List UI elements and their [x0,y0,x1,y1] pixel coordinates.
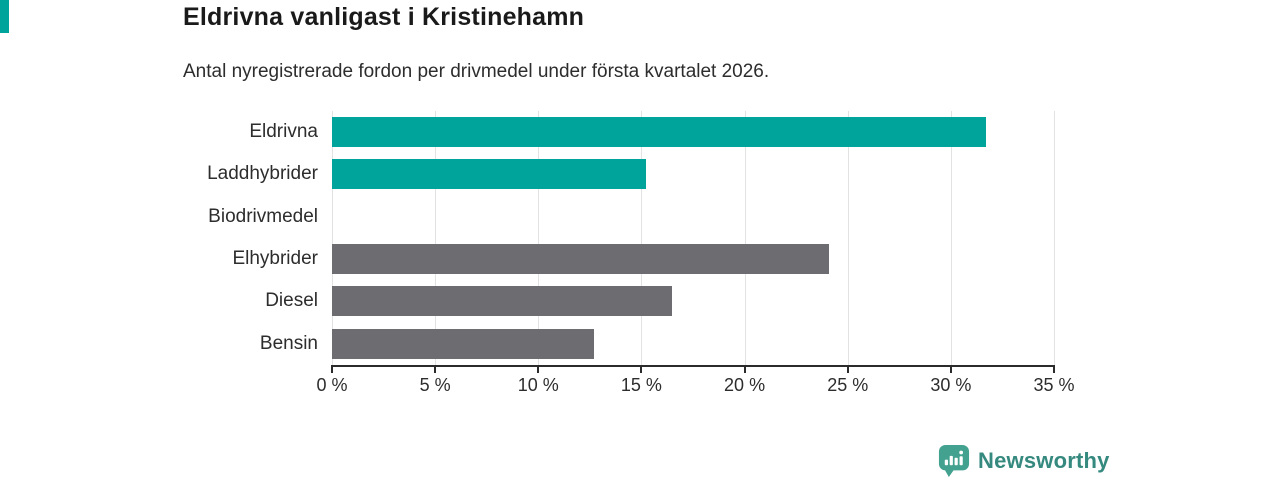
axis-tick-15 [640,367,643,373]
axis-tick-label-0: 0 % [316,375,348,395]
x-axis-line [331,365,1055,367]
bar-rows [332,111,1054,365]
gridline-30 [950,111,952,365]
category-label-bensin: Bensin [259,332,318,354]
chart-subtitle: Antal nyregistrerade fordon per drivmede… [183,61,770,82]
category-axis-labels: Eldrivna Laddhybrider Biodrivmedel Elhybrid… [0,111,318,365]
axis-tick-5 [434,367,437,373]
axis-tick-label-15: 15 % [620,375,662,395]
gridline-5 [435,111,437,365]
category-label-biodrivmedel: Biodrivmedel [208,205,318,227]
bar-row-elhybrider [332,238,1054,280]
category-label-eldrivna: Eldrivna [249,121,318,143]
bar-row-biodrivmedel [332,196,1054,238]
category-label-elhybrider: Elhybrider [232,248,318,270]
axis-tick-label-25: 25 % [827,375,869,395]
gridline-0 [332,111,333,365]
bar-elhybrider [332,244,830,275]
axis-tick-label-35: 35 % [1033,375,1075,395]
newsworthy-logo[interactable]: Newsworthy [938,444,1110,478]
axis-tick-30 [949,367,952,373]
axis-tick-25 [846,367,849,373]
category-label-diesel: Diesel [265,290,318,312]
corner-accent-mark [0,0,9,33]
gridline-10 [538,111,540,365]
bar-row-diesel [332,280,1054,322]
gridline-25 [847,111,849,365]
bar-chart-plot-area [332,111,1055,365]
axis-tick-label-20: 20 % [724,375,766,395]
axis-tick-label-30: 30 % [930,375,972,395]
category-label-laddhybrider: Laddhybrider [207,163,318,185]
axis-tick-label-10: 10 % [517,375,559,395]
chart-title: Eldrivna vanligast i Kristinehamn [183,3,585,31]
bar-laddhybrider [332,159,646,190]
bar-eldrivna [332,117,986,148]
axis-tick-10 [537,367,540,373]
bar-diesel [332,286,673,317]
gridline-35 [1054,111,1055,365]
bar-row-bensin [332,323,1054,365]
axis-tick-label-5: 5 % [419,375,451,395]
axis-tick-20 [743,367,746,373]
axis-tick-35 [1053,367,1055,373]
bar-bensin [332,328,594,359]
x-axis: 0 % 5 % 10 % 15 % 20 % 25 % 30 % 35 % [316,365,1075,407]
newsworthy-logo-text: Newsworthy [978,448,1110,473]
axis-tick-0 [331,367,333,373]
bar-row-laddhybrider [332,153,1054,195]
gridline-15 [641,111,643,365]
gridline-20 [744,111,746,365]
bar-row-eldrivna [332,111,1054,153]
newsworthy-icon [938,445,970,477]
